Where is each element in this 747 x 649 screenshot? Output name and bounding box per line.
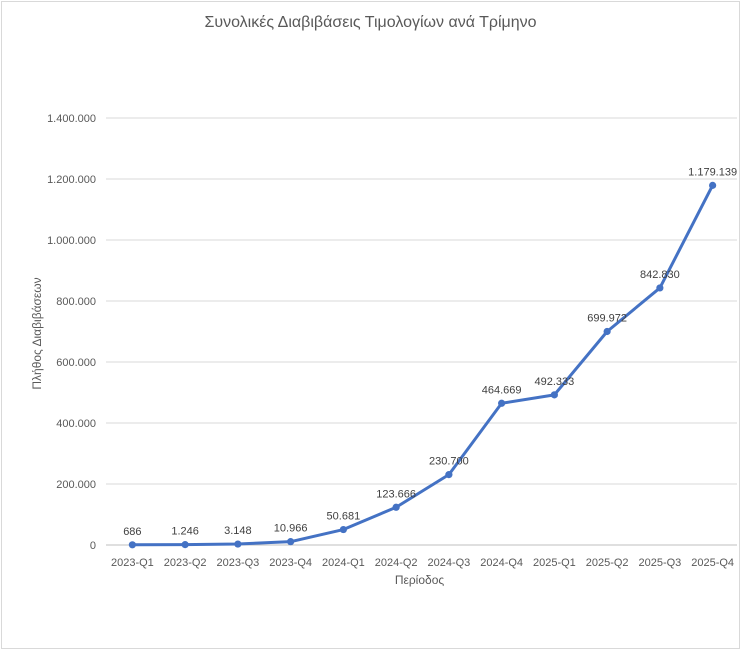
x-axis-title: Περίοδος [395,573,445,587]
data-point [234,540,242,548]
x-tick-label: 2025-Q2 [586,557,629,569]
x-tick-label: 2024-Q4 [480,557,523,569]
y-axis-title: Πλήθος Διαβιβάσεων [30,277,44,389]
x-tick-label: 2024-Q1 [322,557,365,569]
data-label: 1.179.139 [688,166,737,178]
data-label: 1.246 [171,526,199,538]
data-point [287,538,295,546]
x-tick-label: 2025-Q4 [691,557,734,569]
x-tick-label: 2023-Q1 [111,557,154,569]
y-tick-label: 600.000 [56,357,96,369]
y-tick-label: 1.200.000 [47,174,96,186]
data-point [181,541,189,549]
data-point [498,399,506,407]
gridlines [106,117,737,485]
data-labels: 686 1.246 3.148 10.966 50.681 123.666 230.700 4… [123,166,737,537]
axes: 0 200.000 400.000 600.000 800.000 1.000.000 1.… [47,113,737,569]
data-point [603,327,611,336]
data-label: 492.333 [534,376,574,388]
y-tick-label: 0 [90,540,96,552]
x-tick-label: 2023-Q3 [216,557,259,569]
data-label: 123.666 [376,488,416,500]
data-point [392,503,400,511]
y-tick-label: 200.000 [56,479,96,491]
data-label: 699.972 [587,313,627,325]
data-point [339,525,347,534]
data-point [550,391,558,399]
x-tick-label: 2024-Q3 [427,557,470,569]
x-tick-label: 2023-Q4 [269,557,312,569]
data-label: 3.148 [224,525,252,537]
data-label: 230.700 [429,456,469,468]
x-tick-label: 2023-Q2 [164,557,207,569]
y-tick-label: 400.000 [56,418,96,430]
data-label: 686 [123,526,141,538]
series-line [130,183,715,547]
data-label: 464.669 [482,384,522,396]
x-tick-label: 2025-Q3 [638,557,681,569]
data-label: 50.681 [327,511,361,523]
series-layer [128,181,717,549]
data-label: 10.966 [274,523,308,535]
x-tick-label: 2025-Q1 [533,557,576,569]
data-point [709,181,717,189]
y-tick-label: 800.000 [56,296,96,308]
data-label: 842.830 [640,269,680,281]
y-tick-label: 1.000.000 [47,235,96,247]
y-tick-label: 1.400.000 [47,113,96,125]
data-point [445,471,453,479]
chart-title: Συνολικές Διαβιβάσεις Τιμολογίων ανά Τρί… [204,14,537,31]
data-point [656,284,664,292]
x-tick-label: 2024-Q2 [375,557,418,569]
data-point [128,541,136,549]
